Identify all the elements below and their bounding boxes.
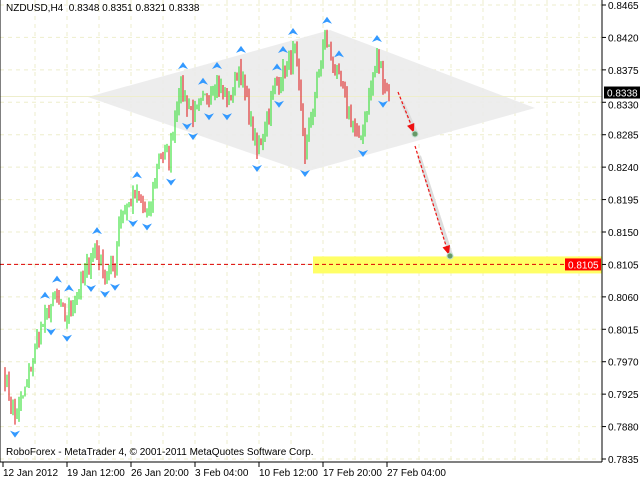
fractal-up-arrow-icon	[236, 45, 246, 53]
fractal-up-arrow-icon	[64, 284, 74, 292]
fractal-down-arrow-icon	[110, 283, 120, 291]
copyright-label: RoboForex - MetaTrader 4, © 2001-2011 Me…	[6, 447, 314, 458]
fractal-up-arrow-icon	[278, 46, 288, 54]
forecast-target-dot	[411, 130, 419, 138]
grid	[0, 0, 602, 462]
fractal-down-arrow-icon	[300, 169, 310, 177]
current-price-tag: 0.8338	[604, 86, 640, 100]
fractal-down-arrow-icon	[204, 113, 214, 121]
fractal-down-arrow-icon	[62, 334, 72, 342]
fractal-down-arrow-icon	[166, 178, 176, 186]
fractal-down-arrow-icon	[274, 100, 284, 108]
fractal-down-arrow-icon	[188, 133, 198, 141]
y-tick-label: 0.7835	[608, 455, 639, 466]
x-tick-label: 26 Jan 20:00	[131, 468, 189, 479]
forecast-shadow	[417, 155, 453, 256]
target-price-tag: 0.8105	[565, 258, 601, 271]
x-tick-label: 3 Feb 04:00	[195, 468, 249, 479]
current-price-label: 0.8338	[607, 89, 638, 100]
fractal-up-arrow-icon	[212, 61, 222, 69]
y-tick-label: 0.8285	[608, 131, 639, 142]
fractal-up-arrow-icon	[288, 28, 298, 36]
x-tick-label: 12 Jan 2012	[3, 468, 58, 479]
ohlc-label: 0.8348 0.8351 0.8321 0.8338	[68, 3, 200, 14]
y-tick-label: 0.8150	[608, 228, 639, 239]
symbol-label: NZDUSD,H4	[6, 3, 64, 14]
fractal-down-arrow-icon	[142, 223, 152, 231]
y-tick-label: 0.8420	[608, 33, 639, 44]
fractal-down-arrow-icon	[100, 290, 110, 298]
fractal-arrows	[10, 16, 388, 438]
fractal-down-arrow-icon	[182, 122, 192, 130]
fractal-down-arrow-icon	[358, 150, 368, 158]
y-tick-label: 0.8375	[608, 66, 639, 77]
y-tick-label: 0.8240	[608, 163, 639, 174]
y-tick-label: 0.8015	[608, 325, 639, 336]
forecast-line	[414, 145, 448, 250]
y-tick-label: 0.8060	[608, 293, 639, 304]
fractal-down-arrow-icon	[222, 113, 232, 121]
fractal-down-arrow-icon	[128, 219, 138, 227]
fractal-up-arrow-icon	[178, 62, 188, 70]
y-tick-label: 0.7880	[608, 423, 639, 434]
x-tick-label: 27 Feb 04:00	[387, 468, 446, 479]
y-tick-label: 0.8195	[608, 196, 639, 207]
fractal-down-arrow-icon	[252, 164, 262, 172]
fractal-up-arrow-icon	[322, 16, 332, 24]
y-tick-label: 0.7970	[608, 358, 639, 369]
target-price-label: 0.8105	[568, 260, 599, 271]
fractal-down-arrow-icon	[10, 430, 20, 438]
fractal-up-arrow-icon	[92, 227, 102, 235]
x-tick-label: 10 Feb 12:00	[259, 468, 318, 479]
x-tick-label: 19 Jan 12:00	[67, 468, 125, 479]
fractal-up-arrow-icon	[272, 63, 282, 71]
fractal-up-arrow-icon	[132, 171, 142, 179]
price-bars	[4, 29, 390, 425]
y-tick-label: 0.7925	[608, 390, 639, 401]
fractal-up-arrow-icon	[334, 50, 344, 58]
forecast-arrowhead-icon	[407, 123, 415, 133]
fractal-down-arrow-icon	[86, 285, 96, 293]
time-axis: 12 Jan 2012 19 Jan 12:00 26 Jan 20:00 3 Feb…	[2, 462, 446, 479]
fractal-up-arrow-icon	[40, 291, 50, 299]
forecast-line	[397, 91, 413, 128]
fractal-up-arrow-icon	[52, 275, 62, 283]
diamond-pattern	[88, 30, 535, 172]
forecast-arrows	[397, 91, 454, 260]
forecast-target-dot	[446, 252, 454, 260]
fractal-up-arrow-icon	[372, 35, 382, 43]
x-tick-label: 17 Feb 20:00	[323, 468, 382, 479]
chart-header: NZDUSD,H4 0.8348 0.8351 0.8321 0.8338	[6, 3, 199, 14]
fractal-down-arrow-icon	[46, 328, 56, 336]
forecast-arrowhead-icon	[442, 245, 450, 255]
y-tick-label: 0.8105	[608, 260, 639, 271]
fractal-up-arrow-icon	[198, 77, 208, 85]
fractal-down-arrow-icon	[378, 100, 388, 108]
price-axis: 0.8465 0.8420 0.8375 0.8330 0.8285 0.8240 0.81…	[602, 1, 639, 466]
y-tick-label: 0.8330	[608, 101, 639, 112]
y-tick-label: 0.8465	[608, 1, 639, 12]
